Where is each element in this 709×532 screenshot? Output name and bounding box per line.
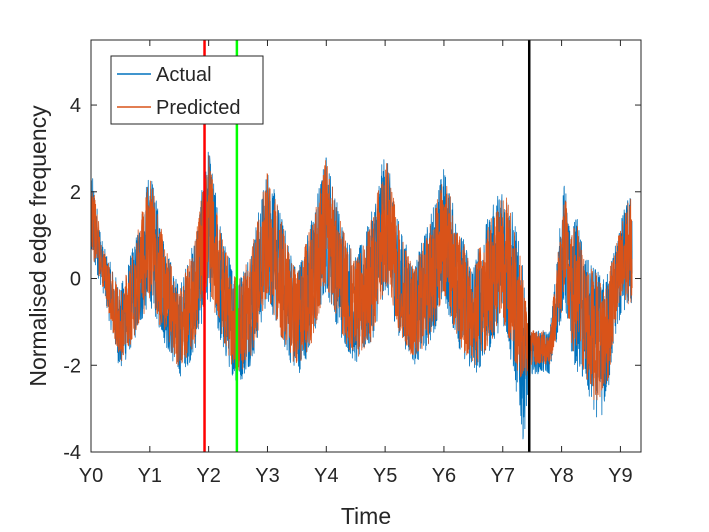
- x-tick-label: Y9: [608, 465, 632, 487]
- x-tick-label: Y0: [79, 465, 103, 487]
- x-tick-label: Y4: [314, 465, 338, 487]
- series-line-predicted: [91, 155, 633, 401]
- x-axis-label: Time: [341, 503, 391, 529]
- y-tick-label: -2: [63, 355, 81, 377]
- y-tick-label: -4: [63, 442, 81, 464]
- axes-box: [90, 39, 642, 453]
- x-tick-label: Y2: [196, 465, 220, 487]
- x-axis: Y0 Y1 Y2 Y3 Y4 Y5 Y6 Y7 Y8 Y9: [79, 40, 633, 487]
- legend: Actual Predicted: [110, 55, 264, 125]
- x-tick-label: Y7: [491, 465, 515, 487]
- y-axis-label: Normalised edge frequency: [25, 105, 51, 387]
- y-axis: -4 -2 0 2 4: [63, 95, 641, 464]
- x-tick-label: Y3: [255, 465, 279, 487]
- legend-label-predicted: Predicted: [156, 97, 241, 119]
- y-tick-label: 4: [70, 95, 81, 117]
- y-tick-label: 2: [70, 182, 81, 204]
- x-tick-label: Y5: [373, 465, 397, 487]
- legend-box: [110, 55, 264, 125]
- x-tick-label: Y8: [549, 465, 573, 487]
- y-tick-label: 0: [70, 269, 81, 291]
- x-tick-label: Y1: [138, 465, 162, 487]
- x-tick-label: Y6: [432, 465, 456, 487]
- legend-label-actual: Actual: [156, 64, 212, 86]
